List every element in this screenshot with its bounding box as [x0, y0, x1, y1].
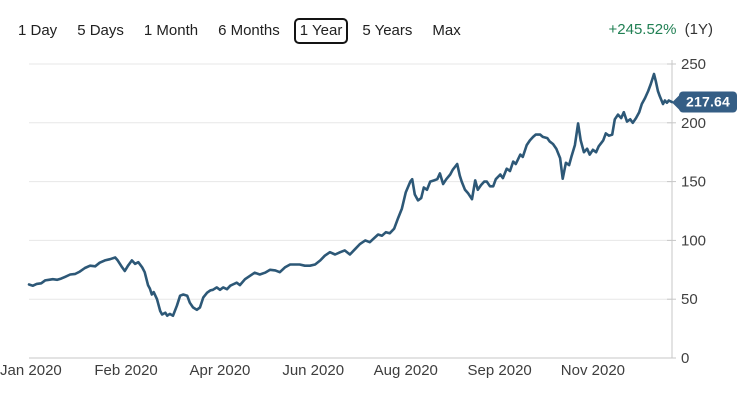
- time-range-tabbar: 1 Day 5 Days 1 Month 6 Months 1 Year 5 Y…: [12, 18, 467, 44]
- change-percent: +245.52%: [608, 21, 677, 38]
- tab-1-month[interactable]: 1 Month: [143, 22, 199, 39]
- x-axis-label: Jun 2020: [282, 362, 344, 379]
- x-axis-label: Sep 2020: [468, 362, 532, 379]
- y-axis-label: 150: [681, 174, 706, 191]
- y-axis-label: 0: [681, 350, 689, 367]
- period-change: +245.52% (1Y): [609, 21, 714, 38]
- tab-5-years[interactable]: 5 Years: [362, 22, 413, 39]
- tab-max[interactable]: Max: [432, 22, 461, 39]
- x-axis-label: Nov 2020: [561, 362, 625, 379]
- y-axis-label: 200: [681, 115, 706, 132]
- y-axis-label: 50: [681, 291, 698, 308]
- tab-5-days[interactable]: 5 Days: [77, 22, 124, 39]
- x-axis-label: Apr 2020: [190, 362, 251, 379]
- y-axis-label: 100: [681, 232, 706, 249]
- last-price-badge: 217.64: [672, 91, 738, 113]
- price-line: [27, 72, 674, 318]
- tab-1-year[interactable]: 1 Year: [293, 18, 349, 44]
- last-price-value: 217.64: [679, 91, 738, 113]
- x-axis-label: Feb 2020: [94, 362, 157, 379]
- x-axis-label: Aug 2020: [374, 362, 438, 379]
- badge-arrow-icon: [672, 94, 680, 111]
- x-axis-label: Jan 2020: [0, 362, 62, 379]
- tab-1-day[interactable]: 1 Day: [18, 22, 58, 39]
- tab-6-months[interactable]: 6 Months: [218, 22, 280, 39]
- y-axis-label: 250: [681, 56, 706, 73]
- change-period: (1Y): [684, 21, 713, 38]
